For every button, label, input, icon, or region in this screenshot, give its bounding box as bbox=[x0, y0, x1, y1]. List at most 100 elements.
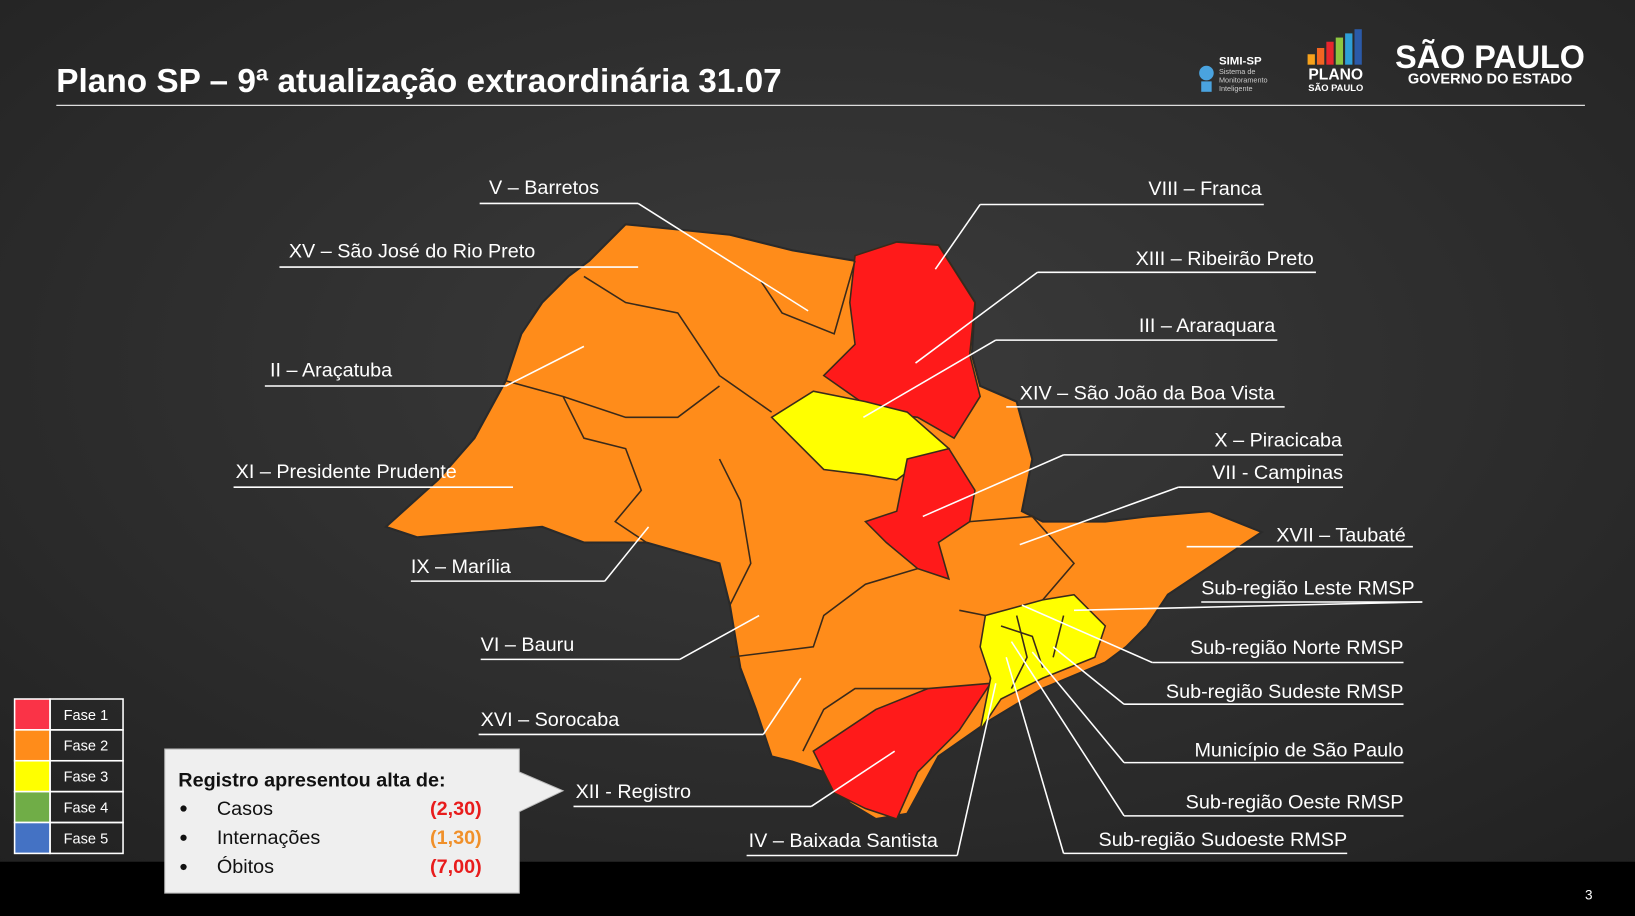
region-phase-1 bbox=[812, 682, 993, 820]
leader-line bbox=[1052, 646, 1125, 705]
logo-bar bbox=[1326, 41, 1334, 65]
leader-line bbox=[934, 204, 981, 270]
leader-line bbox=[1031, 651, 1125, 764]
logo-icon bbox=[1199, 65, 1214, 81]
leader-line bbox=[810, 750, 896, 808]
region-label: XVI – Sorocaba bbox=[481, 709, 621, 731]
callout-item-label: Internações bbox=[217, 827, 321, 849]
legend-cell bbox=[49, 821, 124, 855]
region-label: XIV – São João da Boa Vista bbox=[1020, 383, 1276, 405]
logo-text: GOVERNO DO ESTADO bbox=[1408, 71, 1572, 87]
callout-item-value: (1,30) bbox=[430, 827, 482, 849]
logo-text: Sistema de bbox=[1219, 67, 1256, 76]
region-phase-1 bbox=[822, 241, 982, 440]
region-label: Município de São Paulo bbox=[1194, 739, 1403, 761]
leader-line bbox=[1019, 486, 1179, 546]
region-label: XV – São José do Rio Preto bbox=[289, 241, 535, 263]
logo-bar bbox=[1345, 33, 1353, 65]
logo-simi: SIMI-SP Sistema de Monitoramento Intelig… bbox=[1199, 56, 1268, 93]
leader-line bbox=[679, 614, 760, 661]
region-label: III – Araraquara bbox=[1139, 315, 1276, 337]
legend-label: Fase 5 bbox=[64, 831, 109, 847]
region-label: II – Araçatuba bbox=[270, 360, 393, 382]
logo-bar bbox=[1307, 54, 1315, 65]
callout-title: Registro apresentou alta de: bbox=[178, 770, 445, 792]
region-labels: V – Barretos XV – São José do Rio Preto II… bbox=[233, 177, 1423, 857]
callout-item-label: Casos bbox=[217, 798, 273, 820]
map bbox=[383, 223, 1264, 821]
region-border bbox=[959, 515, 1076, 617]
region-label: XVII – Taubaté bbox=[1276, 524, 1405, 546]
logo-text: Inteligente bbox=[1219, 84, 1253, 93]
leader-line bbox=[1005, 657, 1065, 854]
logo-bar bbox=[1316, 47, 1325, 65]
logo-plano: PLANO SÃO PAULO bbox=[1307, 29, 1363, 93]
legend-label: Fase 3 bbox=[64, 770, 109, 786]
region-label: XIII – Ribeirão Preto bbox=[1136, 248, 1314, 270]
leader-line bbox=[862, 339, 997, 418]
callout-box bbox=[164, 748, 565, 894]
callout-item-value: (7,00) bbox=[430, 856, 482, 878]
region-label: V – Barretos bbox=[489, 177, 599, 199]
region-border bbox=[718, 458, 752, 606]
region-label: X – Piracicaba bbox=[1214, 430, 1343, 452]
legend: Fase 1 Fase 2 Fase 3 Fase 4 Fase 5 bbox=[13, 698, 124, 855]
legend-swatch bbox=[13, 729, 51, 762]
bullet bbox=[180, 805, 187, 812]
callout: Registro apresentou alta de: Casos (2,30)… bbox=[164, 748, 565, 894]
region-label: IV – Baixada Santista bbox=[749, 830, 939, 852]
callout-list: Casos (2,30) Internações (1,30) Óbitos (7,00) bbox=[180, 798, 482, 878]
region-border bbox=[729, 567, 918, 659]
logo-text: SÃO PAULO bbox=[1308, 83, 1363, 93]
logo-text: SÃO PAULO bbox=[1395, 38, 1585, 75]
title: Plano SP – 9ª atualização extraordinária… bbox=[56, 63, 781, 100]
region-label: VI – Bauru bbox=[481, 634, 575, 656]
leader-line bbox=[915, 271, 1038, 364]
region-label: VII - Campinas bbox=[1212, 462, 1343, 484]
page-number: 3 bbox=[1585, 887, 1593, 902]
region-label: XII - Registro bbox=[576, 781, 691, 803]
legend-swatch bbox=[13, 790, 51, 824]
region-label: XI – Presidente Prudente bbox=[236, 461, 457, 483]
region-label: Sub-região Sudeste RMSP bbox=[1166, 681, 1404, 703]
leader-line bbox=[604, 526, 650, 582]
leader-line bbox=[1073, 601, 1423, 612]
region-border bbox=[562, 396, 647, 544]
leader-line bbox=[1021, 604, 1153, 664]
legend-label: Fase 1 bbox=[64, 708, 109, 724]
region-label: Sub-região Oeste RMSP bbox=[1186, 792, 1404, 814]
legend-swatch bbox=[13, 821, 51, 855]
bullet bbox=[180, 863, 187, 871]
bullet bbox=[180, 834, 187, 841]
leader-line bbox=[956, 683, 997, 856]
region-label: VIII – Franca bbox=[1148, 178, 1262, 200]
leader-line bbox=[637, 202, 809, 312]
logo-text: PLANO bbox=[1308, 66, 1363, 83]
region-label: Sub-região Norte RMSP bbox=[1190, 637, 1403, 659]
leader-line bbox=[762, 677, 802, 735]
leader-line bbox=[505, 345, 585, 387]
callout-item-label: Óbitos bbox=[217, 855, 274, 878]
region-phase-1 bbox=[864, 447, 976, 581]
leader-line bbox=[922, 454, 1064, 518]
legend-swatch bbox=[13, 759, 51, 793]
region-label: IX – Marília bbox=[411, 556, 512, 578]
callout-item-value: (2,30) bbox=[430, 798, 482, 820]
logo-bar bbox=[1335, 37, 1344, 65]
region-label: Sub-região Sudoeste RMSP bbox=[1099, 829, 1348, 851]
region-border bbox=[505, 380, 720, 419]
region-border bbox=[760, 260, 856, 335]
logo-bar bbox=[1354, 29, 1362, 65]
logo-governo: SÃO PAULO GOVERNO DO ESTADO bbox=[1395, 38, 1585, 88]
logo-text: Monitoramento bbox=[1219, 75, 1268, 84]
legend-label: Fase 2 bbox=[64, 739, 109, 755]
legend-label: Fase 4 bbox=[64, 801, 109, 817]
leader-line bbox=[1010, 641, 1125, 817]
legend-swatch bbox=[13, 698, 51, 731]
logo-text: SIMI-SP bbox=[1219, 56, 1262, 68]
logo-icon bbox=[1201, 81, 1212, 92]
region-label: Sub-região Leste RMSP bbox=[1201, 578, 1414, 600]
region-border bbox=[583, 275, 773, 413]
